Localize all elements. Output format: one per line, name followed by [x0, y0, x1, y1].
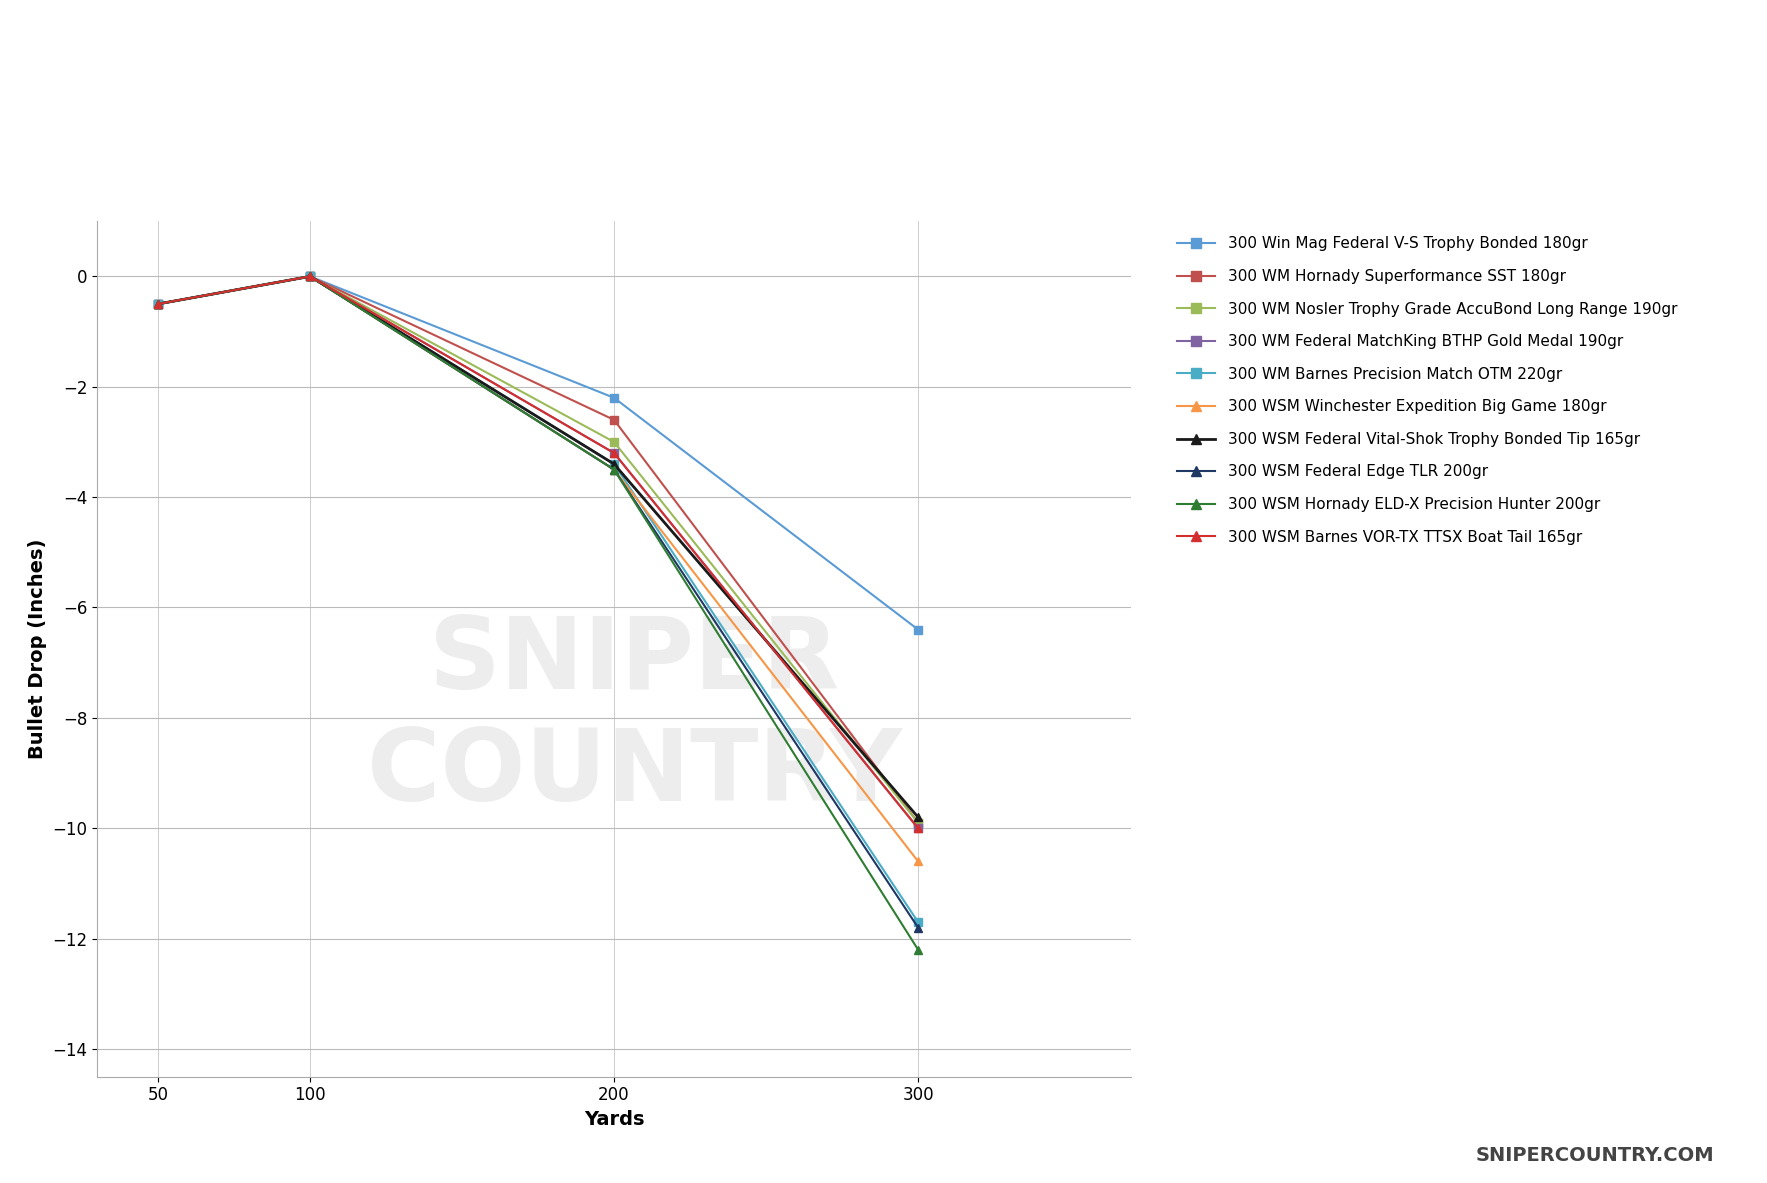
300 WSM Barnes VOR-TX TTSX Boat Tail 165gr — [908, 821, 929, 835]
Text: SHORT RANGE TRAJECTORY: SHORT RANGE TRAJECTORY — [157, 34, 1610, 125]
300 WM Hornady Superformance SST 180gr — [603, 413, 626, 427]
Line: 300 WM Hornady Superformance SST 180gr: 300 WM Hornady Superformance SST 180gr — [154, 272, 922, 827]
300 WSM Federal Vital-Shok Trophy Bonded Tip 165gr — [603, 457, 626, 471]
300 WM Federal MatchKing BTHP Gold Medal 190gr — [908, 821, 929, 835]
300 WM Nosler Trophy Grade AccuBond Long Range 190gr — [603, 435, 626, 450]
300 WSM Winchester Expedition Big Game 180gr — [147, 297, 168, 311]
X-axis label: Yards: Yards — [583, 1110, 645, 1129]
Line: 300 WM Nosler Trophy Grade AccuBond Long Range 190gr: 300 WM Nosler Trophy Grade AccuBond Long… — [154, 272, 922, 827]
300 WSM Federal Vital-Shok Trophy Bonded Tip 165gr — [908, 810, 929, 825]
Line: 300 WSM Federal Edge TLR 200gr: 300 WSM Federal Edge TLR 200gr — [154, 272, 922, 932]
300 WM Nosler Trophy Grade AccuBond Long Range 190gr — [299, 270, 320, 284]
300 WM Barnes Precision Match OTM 220gr — [147, 297, 168, 311]
300 WSM Federal Edge TLR 200gr — [603, 463, 626, 477]
300 WSM Barnes VOR-TX TTSX Boat Tail 165gr — [147, 297, 168, 311]
Line: 300 WSM Federal Vital-Shok Trophy Bonded Tip 165gr: 300 WSM Federal Vital-Shok Trophy Bonded… — [154, 272, 922, 821]
300 WSM Federal Edge TLR 200gr — [908, 920, 929, 935]
300 WM Federal MatchKing BTHP Gold Medal 190gr — [603, 446, 626, 460]
300 WM Barnes Precision Match OTM 220gr — [603, 457, 626, 471]
Text: SNIPER
COUNTRY: SNIPER COUNTRY — [368, 613, 903, 822]
Line: 300 Win Mag Federal V-S Trophy Bonded 180gr: 300 Win Mag Federal V-S Trophy Bonded 18… — [154, 272, 922, 634]
Line: 300 WSM Barnes VOR-TX TTSX Boat Tail 165gr: 300 WSM Barnes VOR-TX TTSX Boat Tail 165… — [154, 272, 922, 833]
300 WM Federal MatchKing BTHP Gold Medal 190gr — [299, 270, 320, 284]
300 WM Nosler Trophy Grade AccuBond Long Range 190gr — [147, 297, 168, 311]
Text: SNIPERCOUNTRY.COM: SNIPERCOUNTRY.COM — [1475, 1146, 1714, 1165]
300 WSM Hornady ELD-X Precision Hunter 200gr — [603, 463, 626, 477]
300 WSM Federal Edge TLR 200gr — [147, 297, 168, 311]
300 WSM Hornady ELD-X Precision Hunter 200gr — [147, 297, 168, 311]
Line: 300 WSM Hornady ELD-X Precision Hunter 200gr: 300 WSM Hornady ELD-X Precision Hunter 2… — [154, 272, 922, 953]
Line: 300 WM Barnes Precision Match OTM 220gr: 300 WM Barnes Precision Match OTM 220gr — [154, 272, 922, 926]
300 WM Barnes Precision Match OTM 220gr — [908, 914, 929, 929]
300 WSM Barnes VOR-TX TTSX Boat Tail 165gr — [603, 446, 626, 460]
300 WSM Winchester Expedition Big Game 180gr — [603, 463, 626, 477]
300 WM Hornady Superformance SST 180gr — [147, 297, 168, 311]
300 Win Mag Federal V-S Trophy Bonded 180gr — [299, 270, 320, 284]
300 WSM Federal Vital-Shok Trophy Bonded Tip 165gr — [299, 270, 320, 284]
300 WM Nosler Trophy Grade AccuBond Long Range 190gr — [908, 815, 929, 829]
300 WSM Federal Edge TLR 200gr — [299, 270, 320, 284]
300 WSM Winchester Expedition Big Game 180gr — [299, 270, 320, 284]
300 WSM Winchester Expedition Big Game 180gr — [908, 854, 929, 868]
300 WM Hornady Superformance SST 180gr — [908, 815, 929, 829]
300 WSM Barnes VOR-TX TTSX Boat Tail 165gr — [299, 270, 320, 284]
Line: 300 WSM Winchester Expedition Big Game 180gr: 300 WSM Winchester Expedition Big Game 1… — [154, 272, 922, 866]
300 WM Federal MatchKing BTHP Gold Medal 190gr — [147, 297, 168, 311]
300 Win Mag Federal V-S Trophy Bonded 180gr — [603, 390, 626, 405]
Legend: 300 Win Mag Federal V-S Trophy Bonded 180gr, 300 WM Hornady Superformance SST 18: 300 Win Mag Federal V-S Trophy Bonded 18… — [1170, 228, 1684, 552]
Line: 300 WM Federal MatchKing BTHP Gold Medal 190gr: 300 WM Federal MatchKing BTHP Gold Medal… — [154, 272, 922, 833]
300 WSM Hornady ELD-X Precision Hunter 200gr — [908, 943, 929, 957]
300 WSM Hornady ELD-X Precision Hunter 200gr — [299, 270, 320, 284]
Y-axis label: Bullet Drop (Inches): Bullet Drop (Inches) — [28, 538, 46, 759]
300 WSM Federal Vital-Shok Trophy Bonded Tip 165gr — [147, 297, 168, 311]
300 Win Mag Federal V-S Trophy Bonded 180gr — [147, 297, 168, 311]
300 WM Hornady Superformance SST 180gr — [299, 270, 320, 284]
300 WM Barnes Precision Match OTM 220gr — [299, 270, 320, 284]
300 Win Mag Federal V-S Trophy Bonded 180gr — [908, 622, 929, 636]
